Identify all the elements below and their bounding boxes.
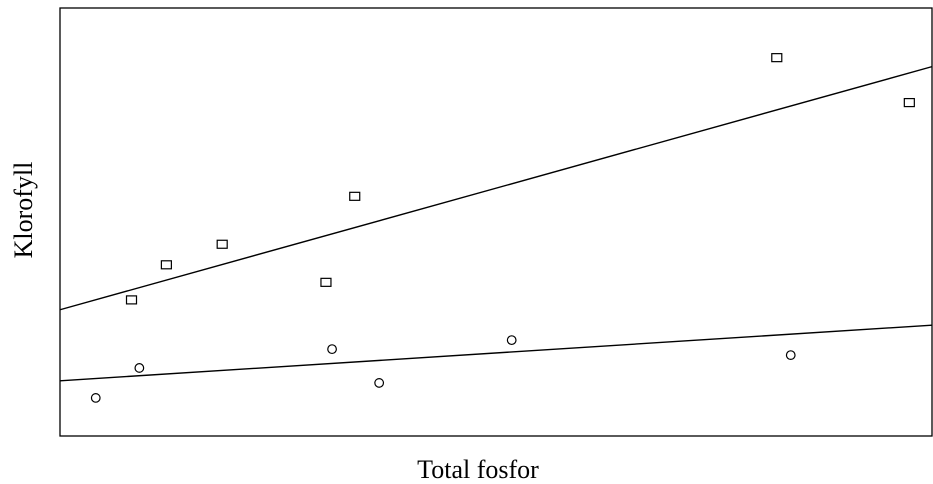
data-point-square-2 (160, 260, 172, 270)
data-point-circle-2 (134, 363, 145, 373)
data-point-circle-6 (785, 350, 796, 361)
data-point-circle-3 (327, 344, 337, 355)
fit-line-circle (59, 324, 933, 382)
plot-frame (59, 7, 933, 437)
data-point-square-1 (125, 295, 138, 305)
data-point-circle-5 (506, 335, 517, 346)
y-axis-title: Klorofyll (9, 162, 38, 259)
data-point-circle-1 (90, 393, 101, 403)
data-point-square-3 (216, 239, 228, 249)
data-point-square-7 (903, 97, 915, 108)
data-point-square-4 (320, 277, 332, 287)
data-point-square-5 (349, 191, 361, 201)
fit-line-square (59, 65, 933, 311)
data-point-square-6 (771, 53, 783, 63)
data-point-circle-4 (374, 378, 385, 388)
plot-area (59, 7, 933, 437)
x-axis-title: Total fosfor (417, 455, 539, 484)
